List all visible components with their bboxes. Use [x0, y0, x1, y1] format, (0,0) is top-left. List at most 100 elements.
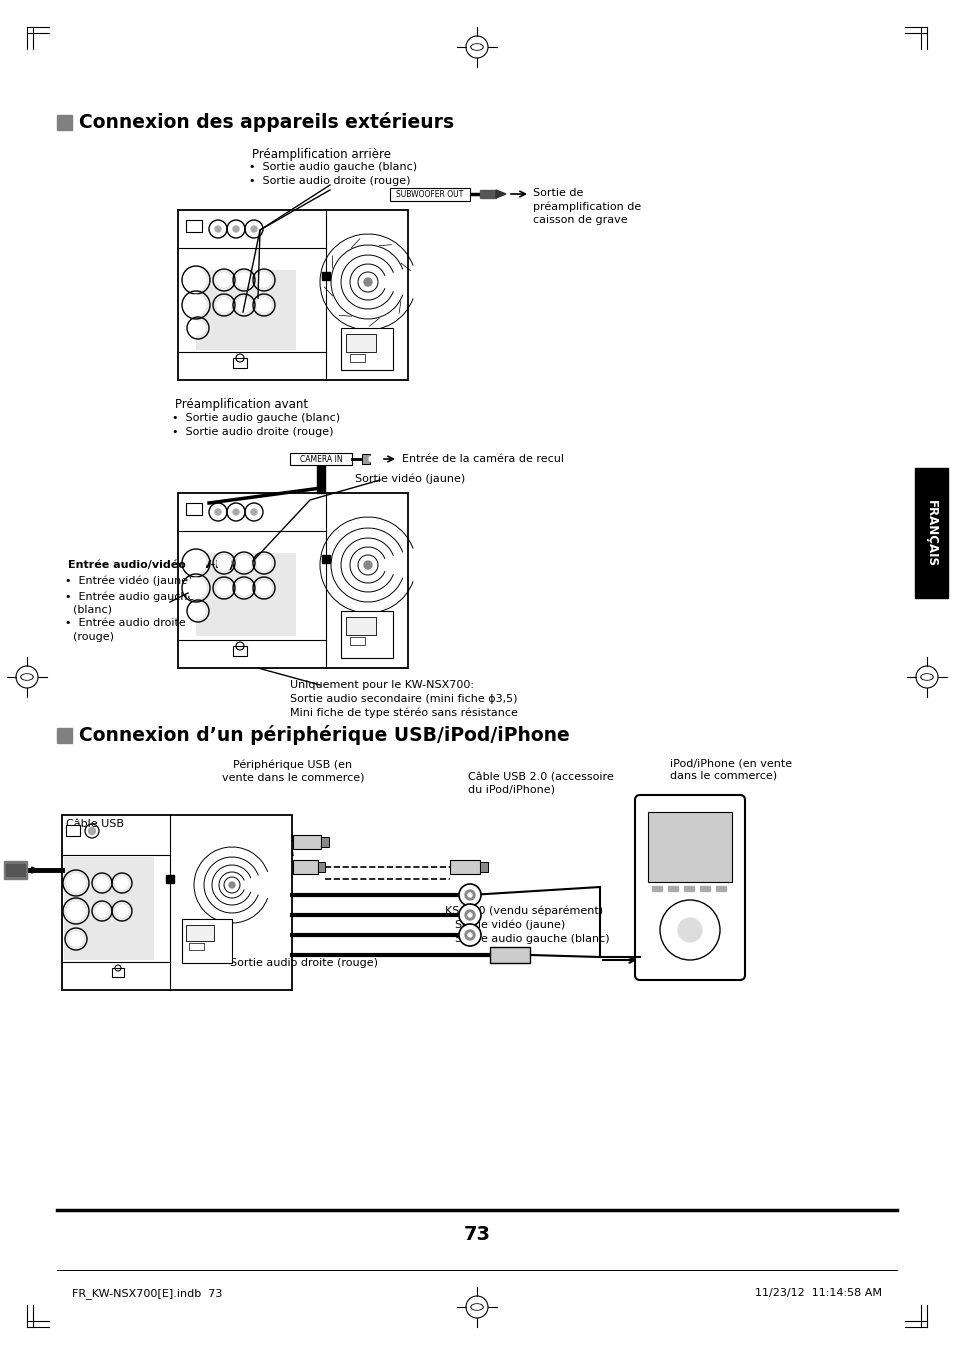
Circle shape [216, 298, 231, 311]
Bar [716, 886, 725, 891]
Bar [186, 219, 202, 232]
Ellipse shape [472, 1305, 481, 1309]
Bar [4, 861, 27, 879]
Bar [112, 968, 124, 978]
Circle shape [186, 295, 206, 315]
Text: Mini fiche de type stéréo sans résistance: Mini fiche de type stéréo sans résistanc… [290, 708, 517, 719]
Text: FRANÇAIS: FRANÇAIS [923, 500, 937, 566]
Circle shape [236, 274, 251, 287]
Ellipse shape [472, 45, 481, 49]
Ellipse shape [21, 674, 33, 680]
Circle shape [89, 827, 95, 834]
Bar [667, 886, 678, 891]
Bar [647, 812, 731, 881]
Bar [479, 862, 488, 872]
Text: Entrée de la caméra de recul: Entrée de la caméra de recul [401, 454, 563, 464]
Bar [195, 552, 295, 636]
Text: •  Sortie audio gauche (blanc): • Sortie audio gauche (blanc) [249, 162, 416, 172]
Circle shape [214, 226, 221, 232]
Bar [233, 357, 247, 368]
Text: Périphérique USB (en
vente dans le commerce): Périphérique USB (en vente dans le comme… [221, 760, 364, 783]
Circle shape [251, 509, 256, 515]
Circle shape [186, 578, 206, 598]
Circle shape [464, 930, 475, 940]
Bar [57, 728, 71, 743]
Circle shape [216, 581, 231, 594]
Circle shape [256, 274, 271, 287]
Text: FR_KW-NSX700[E].indb  73: FR_KW-NSX700[E].indb 73 [71, 1288, 222, 1298]
Circle shape [116, 877, 128, 890]
Bar [6, 864, 25, 876]
Text: Sortie audio gauche (blanc): Sortie audio gauche (blanc) [455, 934, 609, 944]
Bar [62, 815, 292, 990]
Circle shape [67, 902, 85, 919]
Circle shape [96, 904, 108, 917]
Text: Sortie audio secondaire (mini fiche ϕ3,5): Sortie audio secondaire (mini fiche ϕ3,5… [290, 695, 517, 704]
Text: Câble USB: Câble USB [66, 819, 124, 829]
Circle shape [468, 894, 472, 896]
Text: Préamplification arrière: Préamplification arrière [252, 148, 391, 161]
Circle shape [364, 278, 372, 286]
Circle shape [251, 226, 256, 232]
Circle shape [233, 509, 239, 515]
Text: Connexion des appareils extérieurs: Connexion des appareils extérieurs [79, 112, 454, 131]
Circle shape [231, 223, 241, 234]
Text: Préamplification avant: Préamplification avant [174, 398, 308, 412]
Circle shape [67, 873, 85, 892]
Ellipse shape [22, 674, 31, 680]
Circle shape [191, 604, 205, 617]
Circle shape [216, 556, 231, 570]
Text: SUBWOOFER OUT: SUBWOOFER OUT [395, 190, 463, 199]
Text: Sortie vidéo (jaune): Sortie vidéo (jaune) [355, 473, 465, 483]
Bar [293, 835, 320, 849]
Polygon shape [496, 190, 505, 198]
Bar [450, 860, 479, 873]
Circle shape [214, 509, 221, 515]
Text: •  Entrée audio gauche: • Entrée audio gauche [65, 590, 194, 601]
Bar [64, 857, 153, 960]
Bar [178, 210, 408, 380]
Bar [346, 334, 375, 352]
Bar [182, 919, 232, 963]
Circle shape [458, 904, 480, 926]
Bar [195, 269, 295, 349]
Bar [290, 454, 352, 464]
Text: 73: 73 [463, 1225, 490, 1244]
Text: (rouge): (rouge) [73, 632, 113, 642]
Text: 11/23/12  11:14:58 AM: 11/23/12 11:14:58 AM [754, 1288, 882, 1298]
Bar [361, 454, 370, 464]
Circle shape [468, 933, 472, 937]
Bar [293, 860, 317, 873]
Circle shape [256, 298, 271, 311]
Text: Câble USB 2.0 (accessoire
du iPod/iPhone): Câble USB 2.0 (accessoire du iPod/iPhone… [468, 772, 613, 795]
Circle shape [464, 910, 475, 919]
Bar [322, 272, 330, 280]
Circle shape [458, 884, 480, 906]
Circle shape [186, 552, 206, 573]
Text: Sortie de
préamplification de
caisson de grave: Sortie de préamplification de caisson de… [533, 188, 640, 225]
Circle shape [96, 877, 108, 890]
Bar [914, 468, 947, 598]
Bar [350, 353, 365, 362]
Bar [390, 188, 470, 200]
Circle shape [186, 269, 206, 290]
Circle shape [216, 274, 231, 287]
Text: •  Sortie audio droite (rouge): • Sortie audio droite (rouge) [172, 427, 334, 437]
Text: Uniquement pour le KW-NSX700:: Uniquement pour le KW-NSX700: [290, 680, 474, 691]
Text: •  Sortie audio gauche (blanc): • Sortie audio gauche (blanc) [172, 413, 340, 422]
Ellipse shape [471, 43, 482, 50]
Text: (blanc): (blanc) [73, 604, 112, 613]
Bar [346, 617, 375, 635]
Circle shape [458, 923, 480, 946]
Bar [340, 611, 393, 658]
Bar [186, 925, 213, 941]
Bar [316, 464, 325, 493]
Text: •  Entrée vidéo (jaune): • Entrée vidéo (jaune) [65, 575, 193, 586]
Bar [651, 886, 661, 891]
Circle shape [116, 904, 128, 917]
Text: iPod/iPhone (en vente
dans le commerce): iPod/iPhone (en vente dans le commerce) [669, 758, 791, 780]
Text: Entrée audio/vidéo (AV-IN): Entrée audio/vidéo (AV-IN) [68, 561, 233, 570]
Circle shape [256, 581, 271, 594]
Bar [479, 190, 496, 198]
Circle shape [236, 298, 251, 311]
